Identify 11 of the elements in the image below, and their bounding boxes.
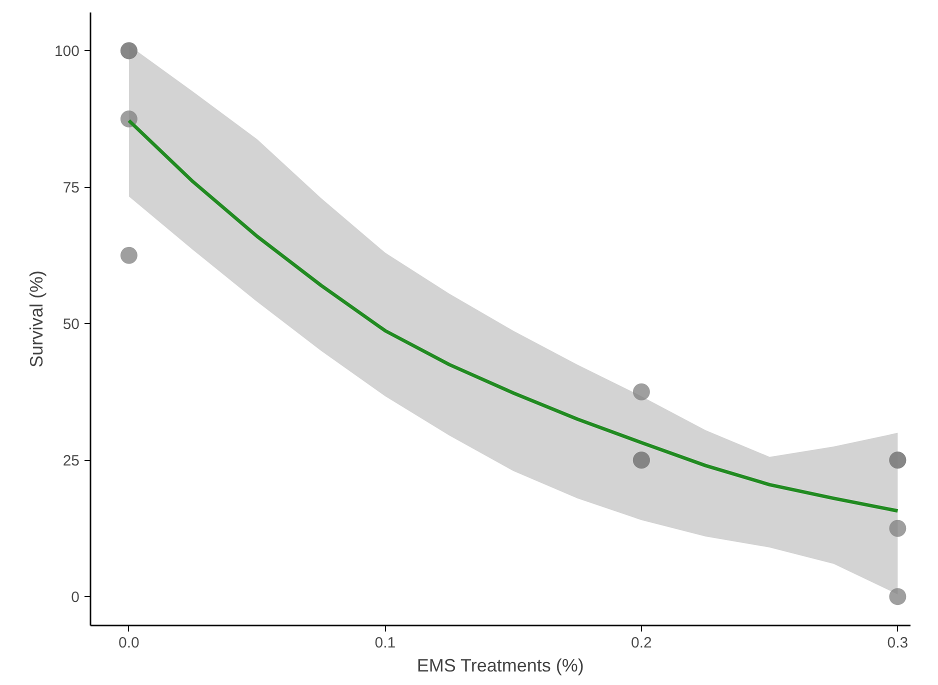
x-tick-label: 0.2 [631,634,652,652]
y-tick-label: 50 [62,316,80,334]
x-tick-label: 0.3 [887,634,908,652]
y-tick-label: 75 [62,180,80,197]
y-tick-label: 25 [62,452,80,470]
y-tick-label: 100 [54,43,80,60]
x-axis-title: EMS Treatments (%) [416,656,584,676]
y-tick-label: 0 [71,589,80,606]
x-tick-label: 0.0 [118,634,140,652]
x-tick-label: 0.1 [374,634,396,652]
y-axis-title: Survival (%) [26,270,46,368]
